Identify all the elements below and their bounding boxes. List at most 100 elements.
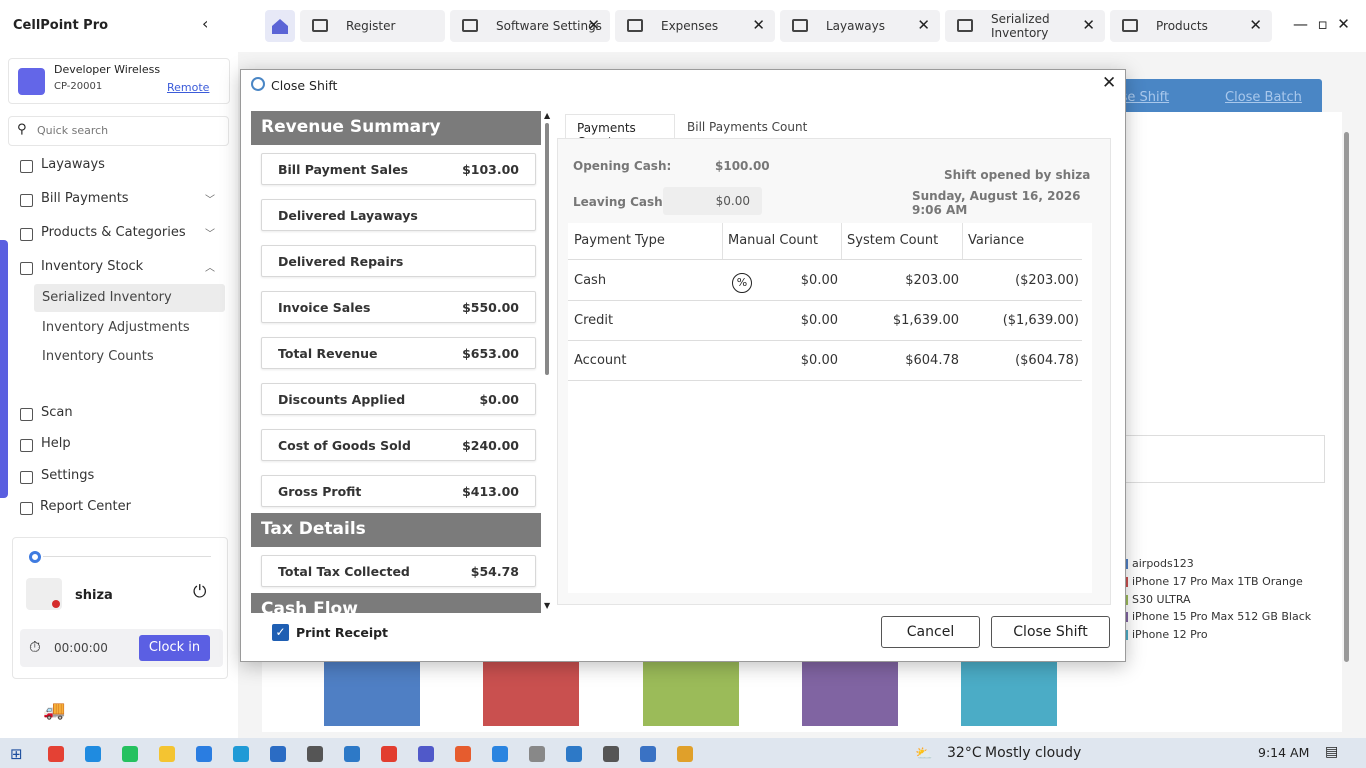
start-button[interactable]: ⊞ — [10, 745, 23, 763]
nav-item[interactable]: Inventory Stock — [41, 259, 144, 274]
nav-item[interactable]: Help — [41, 436, 71, 451]
close-shift-button[interactable]: Close Shift — [991, 616, 1110, 648]
taskbar-app[interactable] — [196, 746, 212, 762]
chart-bar — [961, 660, 1057, 726]
row-label: Total Tax Collected — [278, 563, 410, 579]
legend-label: airpods123 — [1132, 557, 1194, 570]
taskbar-app[interactable] — [418, 746, 434, 762]
tab[interactable]: Products ✕ — [1110, 10, 1272, 42]
taskbar: ⊞ ⛅ 32°C Mostly cloudy 9:14 AM ▤ — [0, 738, 1366, 768]
tab[interactable]: Serialized Inventory ✕ — [945, 10, 1105, 42]
nav-item[interactable]: Settings — [41, 468, 95, 483]
tab[interactable]: Expenses ✕ — [615, 10, 775, 42]
search-icon: ⚲ — [17, 122, 27, 137]
chart-bar — [802, 660, 898, 726]
power-button[interactable]: ⏻ — [193, 582, 207, 602]
payment-type: Credit — [574, 313, 614, 328]
taskbar-app[interactable] — [455, 746, 471, 762]
summary-row: Gross Profit $413.00 — [261, 475, 536, 507]
tab[interactable]: Bill Payments Count — [687, 120, 808, 134]
clock-in-button[interactable]: Clock in — [139, 635, 210, 661]
clock-row: ⏱ 00:00:00 Clock in — [20, 629, 223, 667]
nav-icon — [20, 471, 33, 484]
tab[interactable]: Layaways ✕ — [780, 10, 940, 42]
nav-subitem[interactable]: Inventory Adjustments — [42, 319, 190, 335]
row-value: $413.00 — [462, 483, 519, 499]
count-cell: $203.00 — [905, 273, 959, 288]
legend-label: iPhone 15 Pro Max 512 GB Black — [1132, 610, 1312, 624]
taskbar-app[interactable] — [307, 746, 323, 762]
shift-date: Sunday, August 16, 2026 9:06 AM — [912, 189, 1081, 217]
section-header: Tax Details — [251, 513, 541, 547]
notifications[interactable]: ▤ — [1325, 744, 1339, 760]
payments-panel: Opening Cash: $100.00 Leaving Cash: $0.0… — [557, 138, 1111, 605]
tab-close[interactable]: ✕ — [587, 16, 600, 34]
chart-bar — [324, 660, 420, 726]
tab-active[interactable]: Payments Count — [565, 114, 675, 149]
nav-icon — [20, 262, 33, 275]
tab-close[interactable]: ✕ — [752, 16, 765, 34]
print-checkbox[interactable]: ✓ — [272, 624, 289, 641]
nav-chevron[interactable]: ﹀ — [205, 195, 215, 206]
taskbar-app[interactable] — [640, 746, 656, 762]
legend-swatch — [1124, 612, 1128, 623]
row-value: $0.00 — [479, 391, 519, 407]
status-dot — [29, 551, 41, 563]
column-header[interactable]: Variance — [968, 233, 1025, 248]
taskbar-app[interactable] — [159, 746, 175, 762]
nav-item[interactable]: Report Center — [40, 499, 131, 514]
window-controls[interactable]: — ▫ ✕ — [1293, 15, 1350, 33]
cancel-button[interactable]: Cancel — [881, 616, 980, 648]
nav-chevron[interactable]: ︿ — [205, 263, 215, 274]
tab-label: Register — [346, 19, 396, 33]
taskbar-app[interactable] — [381, 746, 397, 762]
home-tab[interactable] — [265, 10, 295, 42]
legend-label: iPhone 17 Pro Max 1TB Orange — [1132, 574, 1303, 588]
count-cell[interactable]: $0.00 — [800, 353, 838, 368]
taskbar-app[interactable] — [122, 746, 138, 762]
count-cell[interactable]: $0.00 — [800, 313, 838, 328]
tab[interactable]: Software Settings ✕ — [450, 10, 610, 42]
taskbar-app[interactable] — [677, 746, 693, 762]
column-divider — [722, 223, 723, 259]
taskbar-app[interactable] — [270, 746, 286, 762]
leaving-cash-input[interactable]: $0.00 — [663, 187, 762, 215]
row-divider — [568, 300, 1082, 301]
taskbar-app[interactable] — [85, 746, 101, 762]
row-label: Invoice Sales — [278, 299, 371, 315]
collapse-button[interactable]: ‹ — [202, 14, 209, 33]
nav-chevron[interactable]: ﹀ — [205, 229, 215, 240]
nav-item[interactable]: Layaways — [41, 157, 105, 172]
dialog-title: Close Shift — [271, 78, 338, 93]
opening-cash-value: $100.00 — [715, 159, 770, 173]
taskbar-app[interactable] — [529, 746, 545, 762]
row-label: Gross Profit — [278, 483, 362, 499]
column-header[interactable]: Manual Count — [728, 233, 818, 248]
search-box[interactable]: ⚲ Quick search — [8, 116, 229, 146]
tab[interactable]: Register — [300, 10, 445, 42]
nav-item[interactable]: Scan — [41, 405, 73, 420]
taskbar-app[interactable] — [344, 746, 360, 762]
taskbar-app[interactable] — [492, 746, 508, 762]
row-label: Bill Payment Sales — [278, 161, 409, 177]
nav-item[interactable]: Bill Payments — [41, 191, 129, 206]
taskbar-app[interactable] — [603, 746, 619, 762]
tab-close[interactable]: ✕ — [917, 16, 930, 34]
nav-subitem[interactable]: Serialized Inventory — [42, 290, 172, 305]
column-header[interactable]: System Count — [847, 233, 939, 248]
nav-subitem[interactable]: Inventory Counts — [42, 349, 154, 364]
dialog-close[interactable]: ✕ — [1102, 73, 1117, 93]
column-header[interactable]: Payment Type — [574, 233, 665, 248]
tab-close[interactable]: ✕ — [1082, 16, 1095, 34]
row-divider — [568, 380, 1082, 381]
nav-item[interactable]: Products & Categories — [41, 225, 186, 240]
taskbar-app[interactable] — [233, 746, 249, 762]
taskbar-app[interactable] — [566, 746, 582, 762]
tab-close[interactable]: ✕ — [1249, 16, 1262, 34]
count-cell[interactable]: $0.00 — [800, 273, 838, 288]
edit-icon[interactable]: % — [732, 273, 752, 293]
store-id: CP-20001 — [54, 81, 103, 92]
close-batch-link[interactable]: Close Batch — [1225, 90, 1302, 105]
taskbar-app[interactable] — [48, 746, 64, 762]
remote-link[interactable]: Remote — [167, 81, 210, 94]
